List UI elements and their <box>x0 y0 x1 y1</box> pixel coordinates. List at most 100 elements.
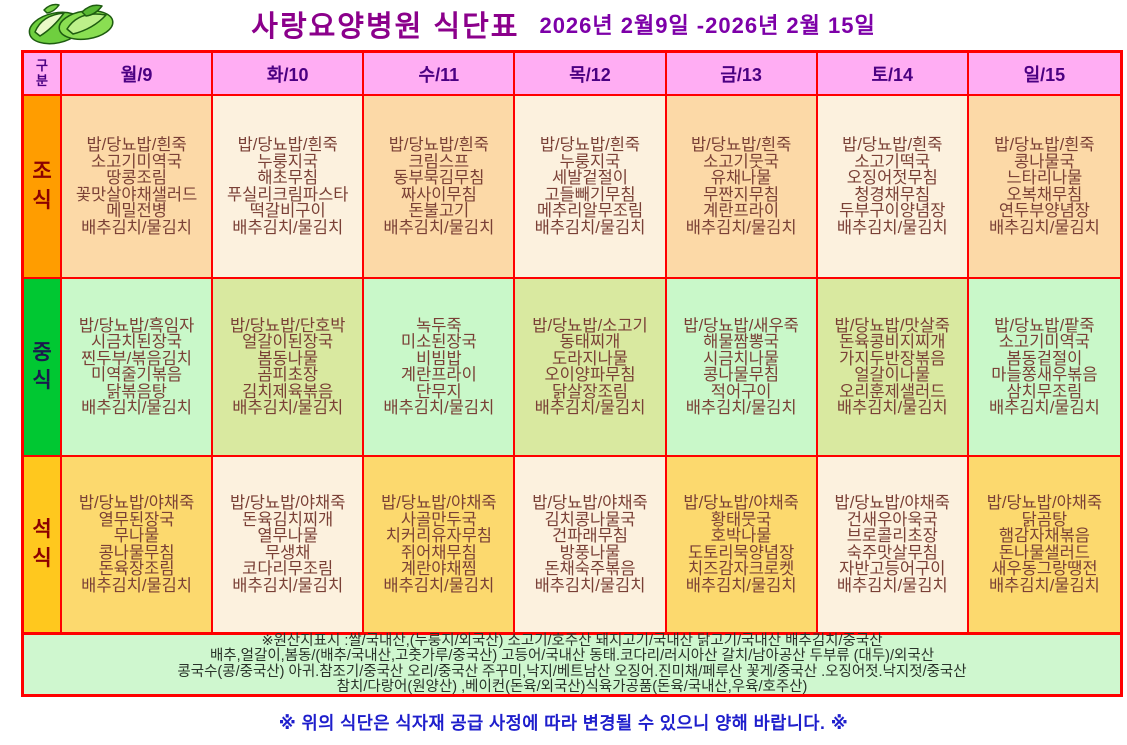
menu-item: 방풍나물 <box>559 543 621 562</box>
menu-item: 무짠지무침 <box>703 185 780 204</box>
menu-item: 계란프라이 <box>400 366 477 384</box>
menu-item: 배추김치/물김치 <box>534 399 646 417</box>
menu-item: 밥/당뇨밥/소고기 <box>532 316 648 335</box>
menu-cell: 밥/당뇨밥/흰죽 소고기뭇국 유채나물 무짠지무침 계란프라이 배추김치/물김치 <box>666 96 818 279</box>
menu-cell: 밥/당뇨밥/소고기 동태찌개 도라지나물 오이양파무침 닭살장조림 배추김치/물김치 <box>515 279 667 457</box>
menu-item: 오이양파무침 <box>544 366 636 384</box>
menu-item: 사골만두국 <box>400 510 477 529</box>
menu-item: 돈육장조림 <box>98 560 175 578</box>
menu-item: 쥐어채무침 <box>400 543 477 562</box>
menu-cell: 밥/당뇨밥/야채죽 황태뭇국 호박나물 도토리묵양념장 치즈감자크로켓 배추김치/물김치 <box>666 457 818 632</box>
menu-item: 자반고등어구이 <box>839 560 946 578</box>
menu-item: 무나물 <box>113 527 160 545</box>
menu-item: 배추김치/물김치 <box>232 218 344 237</box>
menu-item: 밥/당뇨밥/야채죽 <box>834 494 950 512</box>
menu-item: 땅콩조림 <box>106 169 167 187</box>
menu-item: 밥/당뇨밥/맛살죽 <box>834 316 950 335</box>
menu-item: 짜사이무침 <box>400 185 477 204</box>
menu-item: 무생채 <box>264 543 311 562</box>
menu-item: 닭살장조림 <box>552 382 628 401</box>
menu-item: 밥/당뇨밥/야채죽 <box>78 494 195 512</box>
menu-item: 오복채무침 <box>1006 185 1083 204</box>
menu-item: 코다리무조림 <box>242 560 334 578</box>
menu-item: 치커리유자무침 <box>385 527 492 545</box>
menu-item: 배추김치/물김치 <box>988 218 1100 237</box>
menu-item: 밥/당뇨밥/흰죽 <box>842 136 943 154</box>
menu-item: 배추김치/물김치 <box>81 399 192 417</box>
menu-item: 얼갈이나물 <box>854 366 931 384</box>
menu-item: 콩나물국 <box>1014 152 1075 171</box>
meal-label: 중식 <box>32 340 52 392</box>
menu-item: 콩나물무침 <box>703 366 780 384</box>
menu-item: 미소된장국 <box>400 333 477 351</box>
menu-cell: 밥/당뇨밥/흰죽 크림스프 동부묵김무침 짜사이무침 돈불고기 배추김치/물김치 <box>364 96 516 279</box>
menu-item: 오징어젓무침 <box>846 169 938 187</box>
menu-item: 돈육콩비지찌개 <box>839 333 946 351</box>
menu-item: 시금치나물 <box>703 349 780 368</box>
page-title: 사랑요양병원 식단표 <box>251 11 520 43</box>
menu-item: 배추김치/물김치 <box>836 399 948 417</box>
menu-item: 밥/당뇨밥/흰죽 <box>237 136 338 154</box>
menu-item: 유채나물 <box>710 169 772 187</box>
menu-item: 녹두죽 <box>416 316 462 335</box>
menu-item: 밥/당뇨밥/야채죽 <box>381 494 497 512</box>
menu-item: 누룽지국 <box>257 152 319 171</box>
menu-item: 배추김치/물김치 <box>836 218 948 237</box>
menu-item: 두부구이양념장 <box>839 202 946 220</box>
menu-item: 미역줄기볶음 <box>91 366 183 384</box>
menu-item: 배추김치/물김치 <box>383 218 495 237</box>
menu-item: 햄감자채볶음 <box>998 527 1090 545</box>
day-header-cell: 수/11 <box>364 53 516 96</box>
day-header-cell: 금/13 <box>666 53 818 96</box>
menu-cell: 밥/당뇨밥/흰죽 누룽지국 해초무침 푸실리크림파스타 떡갈비구이 배추김치/물김치 <box>213 96 365 279</box>
menu-item: 콩나물무침 <box>98 543 175 562</box>
menu-item: 닭볶음탕 <box>106 382 167 401</box>
menu-item: 시금치된장국 <box>91 333 183 351</box>
menu-item: 배추김치/물김치 <box>81 218 192 237</box>
menu-item: 동부묵김무침 <box>393 169 485 187</box>
menu-cell: 밥/당뇨밥/야채죽 돈육김치찌개 열무나물 무생채 코다리무조림 배추김치/물김치 <box>213 457 365 632</box>
menu-item: 누룽지국 <box>559 152 621 171</box>
menu-cell: 밥/당뇨밥/단호박 얼갈이된장국 봄동나물 곰피초장 김치제육볶음 배추김치/물김치 <box>213 279 365 457</box>
menu-item: 밥/당뇨밥/흰죽 <box>388 136 489 154</box>
menu-item: 숙주맛살무침 <box>846 543 938 562</box>
meal-label: 석식 <box>32 518 52 570</box>
origin-line: 콩국수(콩/중국산) 아귀.참조기/중국산 오리/중국산 주꾸미,낙지/베트남산… <box>177 663 967 680</box>
menu-item: 배추김치/물김치 <box>383 399 495 417</box>
menu-table: 구분 월/9 화/10 수/11 목/12 금/13 토/14 일/15 조식 밥/당뇨밥/흰죽 소… <box>21 50 1123 635</box>
menu-item: 치즈감자크로켓 <box>688 560 795 578</box>
menu-item: 적어구이 <box>710 382 772 401</box>
menu-item: 봄동나물 <box>257 349 319 368</box>
menu-item: 밥/당뇨밥/흰죽 <box>691 136 792 154</box>
menu-item: 오리훈제샐러드 <box>839 382 946 401</box>
menu-item: 배추김치/물김치 <box>685 218 797 237</box>
menu-cell: 밥/당뇨밥/야채죽 사골만두국 치커리유자무침 쥐어채무침 계란야채찜 배추김치/물김치 <box>364 457 516 632</box>
menu-item: 도토리묵양념장 <box>688 543 795 562</box>
menu-cell: 밥/당뇨밥/흰죽 누룽지국 세발겉절이 고들빼기무침 메추리알무조림 배추김치/물김치 <box>515 96 667 279</box>
origin-line: 참치/다랑어(원양산) ,베이컨(돈육/외국산)식육가공품(돈육/국내산,우육/… <box>336 679 808 695</box>
menu-item: 김치콩나물국 <box>544 510 636 529</box>
menu-item: 느타리나물 <box>1006 169 1083 187</box>
cabbage-logo-icon <box>22 1 122 52</box>
corner-header-cell: 구분 <box>24 53 62 96</box>
menu-item: 돈채숙주볶음 <box>544 560 636 578</box>
menu-item: 밥/당뇨밥/야채죽 <box>532 494 648 512</box>
menu-item: 크림스프 <box>408 152 470 171</box>
meal-row-label: 석식 <box>24 457 62 632</box>
menu-cell: 밥/당뇨밥/야채죽 건새우아욱국 브로콜리초장 숙주맛살무침 자반고등어구이 배추김치/물… <box>817 457 969 632</box>
menu-item: 고들빼기무침 <box>544 185 636 204</box>
menu-item: 열무된장국 <box>98 510 175 529</box>
menu-item: 떡갈비구이 <box>249 202 326 220</box>
menu-cell: 밥/당뇨밥/야채죽 열무된장국 무나물 콩나물무침 돈육장조림 배추김치/물김치 <box>62 457 214 632</box>
menu-item: 밥/당뇨밥/흑임자 <box>78 316 195 335</box>
menu-cell: 밥/당뇨밥/맛살죽 돈육콩비지찌개 가지두반장볶음 얼갈이나물 오리훈제샐러드 배추김치/… <box>817 279 969 457</box>
menu-item: 닭곰탕 <box>1021 510 1068 529</box>
menu-item: 찐두부/볶음김치 <box>81 349 192 368</box>
menu-item: 배추김치/물김치 <box>232 399 344 417</box>
menu-item: 밥/당뇨밥/흰죽 <box>86 136 187 154</box>
menu-item: 단무지 <box>416 382 462 401</box>
day-header-cell: 토/14 <box>817 53 969 96</box>
menu-item: 밥/당뇨밥/팥죽 <box>994 316 1095 335</box>
origin-line: ※원산지표시 :쌀/국내산,(누룽지/외국산) 소고기/호주산 돼지고기/국내산… <box>261 632 883 649</box>
notice-text: ※ 위의 식단은 식자재 공급 사정에 따라 변경될 수 있으니 양해 바랍니다… <box>278 713 849 733</box>
